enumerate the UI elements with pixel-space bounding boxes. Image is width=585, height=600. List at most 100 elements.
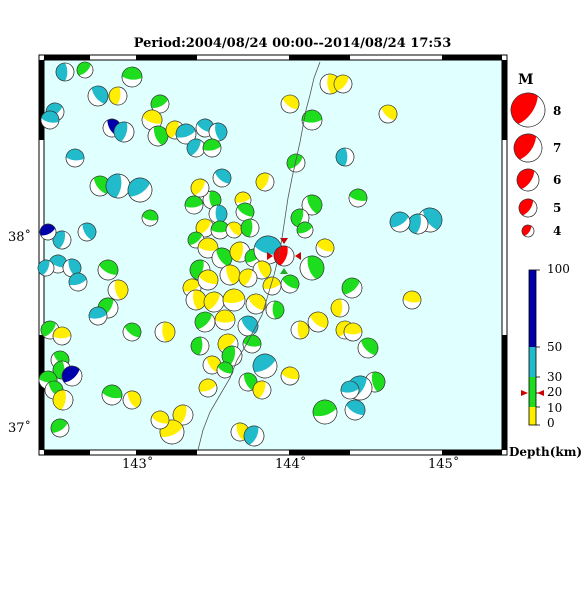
mag-label-4: 4	[553, 224, 562, 238]
frame-left-bar	[39, 60, 44, 140]
main-event	[267, 238, 301, 274]
focal-mechanism	[330, 298, 350, 318]
focal-mechanism	[252, 353, 278, 379]
focal-mechanism	[87, 85, 109, 107]
focal-mechanism	[68, 272, 88, 292]
depth-label-0: 0	[547, 416, 555, 430]
focal-mechanism	[341, 277, 363, 299]
depth-marker-right	[537, 390, 544, 396]
lon-tick-144: 144˚	[275, 457, 307, 472]
main-event-mechanism	[273, 245, 295, 267]
focal-mechanism	[127, 177, 153, 203]
focal-mechanism	[312, 399, 338, 425]
depth-label-50: 50	[547, 340, 563, 354]
depth-color-segment	[529, 407, 536, 425]
focal-mechanism	[198, 378, 218, 398]
page-title: Period:2004/08/24 00:00--2014/08/24 17:5…	[133, 36, 452, 51]
lat-tick-38: 38˚	[8, 230, 32, 245]
focal-mechanism	[113, 121, 135, 143]
focal-mechanism	[348, 188, 368, 208]
magnitude-legend	[510, 92, 546, 238]
focal-mechanism	[343, 322, 363, 342]
focal-mechanism	[197, 269, 219, 291]
focal-mechanism	[265, 300, 285, 320]
focal-mechanism	[202, 190, 222, 210]
focal-mechanism	[238, 268, 258, 288]
focal-mechanism	[101, 384, 123, 406]
focal-mechanism	[172, 404, 194, 426]
depth-legend-title: Depth(km)	[509, 445, 583, 459]
mag-label-7: 7	[553, 141, 562, 155]
focal-mechanism	[242, 334, 262, 354]
depth-bar-outline	[528, 269, 537, 426]
focal-mechanism	[62, 258, 82, 278]
focal-mechanism	[37, 259, 55, 277]
frame-bottom-bar	[136, 450, 197, 455]
focal-mechanism	[122, 322, 142, 342]
focal-mechanism	[216, 361, 234, 379]
focal-mechanism	[97, 259, 119, 281]
focal-mechanism	[389, 211, 411, 233]
depth-color-segment	[529, 270, 536, 347]
focal-mechanism	[190, 336, 210, 356]
depth-colorbar	[521, 269, 544, 426]
focal-mechanism	[280, 274, 300, 294]
focal-mechanism	[186, 138, 206, 158]
focal-mechanism	[214, 309, 236, 331]
focal-mechanism	[245, 293, 267, 315]
focal-mechanism	[238, 372, 258, 392]
focal-mechanism	[121, 66, 143, 88]
focal-mechanism	[299, 255, 325, 281]
focal-mechanism	[52, 326, 72, 346]
focal-mechanism	[154, 321, 176, 343]
focal-mechanism	[39, 223, 57, 241]
focal-mechanism	[185, 289, 207, 311]
mag-label-5: 5	[553, 201, 562, 215]
focal-mechanism	[61, 365, 83, 387]
focal-mechanism	[184, 195, 204, 215]
focal-mechanism	[52, 389, 74, 411]
focal-mechanism	[301, 109, 323, 131]
legend-beachball	[513, 133, 543, 163]
frame-right-bar	[502, 60, 507, 140]
depth-color-segment	[529, 347, 536, 377]
focal-mechanism	[141, 109, 163, 131]
lat-tick-37: 37˚	[8, 421, 32, 436]
focal-mechanism	[76, 61, 94, 79]
main-event-arrow	[280, 268, 288, 274]
depth-color-segment	[529, 377, 536, 407]
frame-top-bar	[44, 55, 90, 60]
focal-mechanism	[219, 264, 241, 286]
focal-mechanism	[40, 110, 60, 130]
focal-mechanism	[210, 220, 230, 240]
focal-mechanism	[286, 153, 306, 173]
mag-label-6: 6	[553, 173, 562, 187]
focal-mechanism	[340, 380, 360, 400]
legend-beachball	[518, 198, 538, 218]
focal-mechanism	[122, 390, 142, 410]
focal-mechanism	[252, 380, 272, 400]
focal-mechanism	[202, 138, 222, 158]
focal-mechanism	[255, 172, 275, 192]
coastline	[197, 61, 321, 451]
focal-mechanism	[262, 276, 282, 296]
focal-mechanism	[237, 315, 259, 337]
focal-mechanism	[89, 175, 111, 197]
focal-mechanism	[333, 74, 353, 94]
focal-mechanism	[296, 221, 314, 239]
depth-label-30: 30	[547, 370, 563, 384]
focal-mechanism	[212, 168, 232, 188]
focal-mechanism	[182, 278, 202, 298]
focal-mechanism	[105, 173, 131, 199]
focal-mechanism	[194, 311, 216, 333]
depth-label-10: 10	[547, 401, 563, 415]
focal-mechanism	[147, 125, 169, 147]
focal-mechanism	[315, 238, 335, 258]
focal-mechanism	[50, 418, 70, 438]
focal-mechanism	[290, 320, 310, 340]
legend-beachball	[516, 168, 540, 192]
magnitude-legend-title: M	[518, 72, 534, 88]
focal-mechanism	[252, 260, 272, 280]
focal-mechanism	[243, 425, 265, 447]
